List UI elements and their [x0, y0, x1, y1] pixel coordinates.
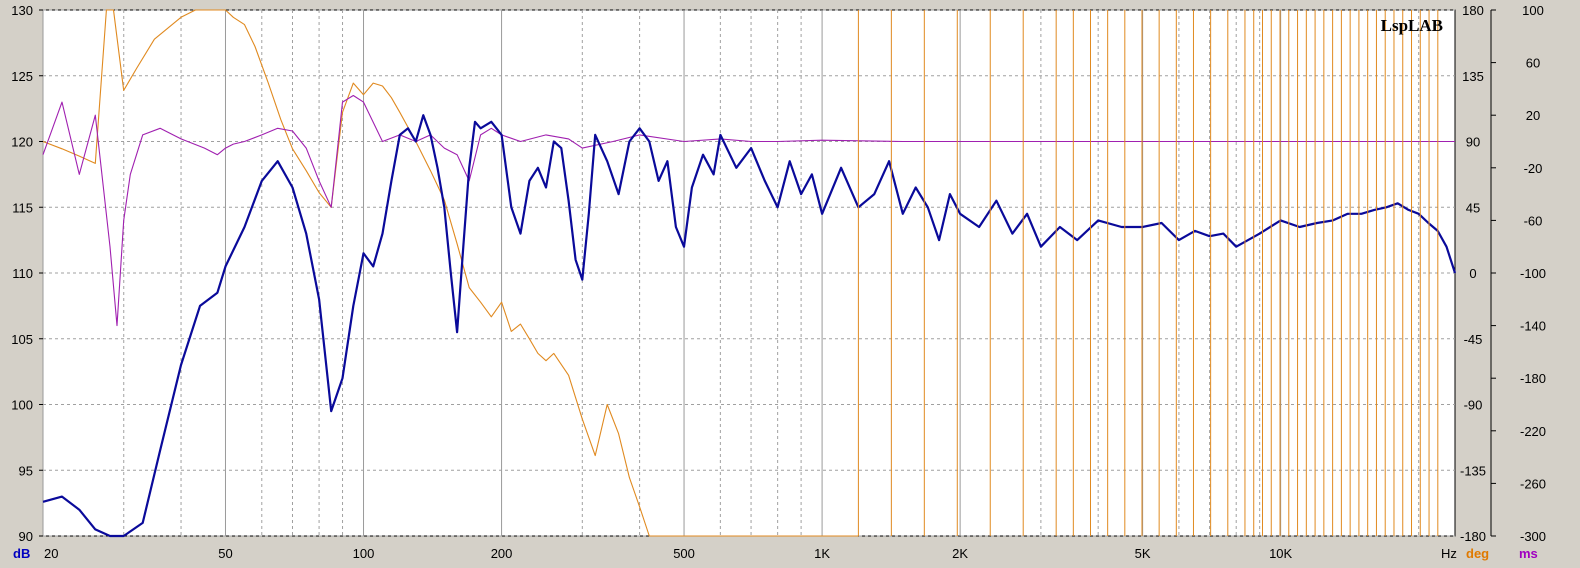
db-tick-label: 115 — [12, 200, 33, 215]
delay-tick-label: -100 — [1520, 266, 1546, 281]
watermark-logo: LspLAB — [1381, 16, 1443, 35]
db-tick-label: 95 — [19, 463, 33, 478]
x-tick-label: 200 — [491, 546, 513, 561]
phase-tick-label: -180 — [1460, 529, 1486, 544]
db-tick-label: 90 — [19, 529, 33, 544]
deg-unit-label: deg — [1466, 546, 1489, 561]
db-tick-label: 125 — [11, 69, 33, 84]
db-tick-label: 120 — [11, 135, 33, 150]
x-tick-label: 10K — [1269, 546, 1292, 561]
x-tick-label: 50 — [218, 546, 232, 561]
x-tick-label: 500 — [673, 546, 695, 561]
phase-tick-label: 0 — [1469, 266, 1476, 281]
phase-tick-label: 45 — [1466, 200, 1480, 215]
series-layer — [42, 9, 1457, 538]
phase-tick-label: 180 — [1462, 3, 1484, 18]
db-tick-label: 100 — [11, 398, 33, 413]
delay-tick-label: 100 — [1522, 3, 1544, 18]
y-axis-delay: -300 -260 -220 -180 -140 -100 -60 -20 20 60 100 — [1490, 3, 1546, 544]
y-axis-phase: -180 -135 -90 -45 0 45 90 135 180 — [1460, 3, 1486, 544]
db-tick-label: 130 — [11, 3, 33, 18]
x-tick-label: 100 — [353, 546, 375, 561]
magnitude-series-line — [42, 114, 1457, 538]
phase-tick-label: 90 — [1466, 135, 1480, 150]
delay-tick-label: -180 — [1520, 371, 1546, 386]
x-tick-label: 20 — [44, 546, 58, 561]
delay-tick-label: 20 — [1526, 108, 1540, 123]
phase-series-line — [42, 9, 859, 537]
delay-tick-label: -220 — [1520, 424, 1546, 439]
x-tick-label: 5K — [1135, 546, 1151, 561]
x-tick-label: 1K — [814, 546, 830, 561]
delay-tick-label: -20 — [1524, 161, 1543, 176]
x-axis: 20 50 100 200 500 1K 2K 5K 10K — [44, 546, 1293, 561]
phase-tick-label: 135 — [1462, 69, 1484, 84]
delay-tick-label: 60 — [1526, 56, 1540, 71]
ms-unit-label: ms — [1519, 546, 1538, 561]
delay-tick-label: -300 — [1520, 529, 1546, 544]
hz-unit-label: Hz — [1441, 546, 1457, 561]
db-unit-label: dB — [13, 546, 30, 561]
delay-tick-label: -140 — [1520, 319, 1546, 334]
delay-tick-label: -60 — [1524, 213, 1543, 228]
grid — [42, 9, 1455, 537]
db-tick-label: 105 — [11, 332, 33, 347]
delay-tick-label: -260 — [1520, 476, 1546, 491]
db-tick-label: 110 — [12, 266, 33, 281]
x-tick-label: 2K — [952, 546, 968, 561]
phase-tick-label: -45 — [1464, 332, 1483, 347]
phase-wrap-group — [857, 10, 1439, 536]
phase-tick-label: -135 — [1460, 463, 1486, 478]
y-axis-db: 90 95 100 105 110 115 120 125 130 — [11, 3, 43, 544]
phase-tick-label: -90 — [1464, 398, 1483, 413]
